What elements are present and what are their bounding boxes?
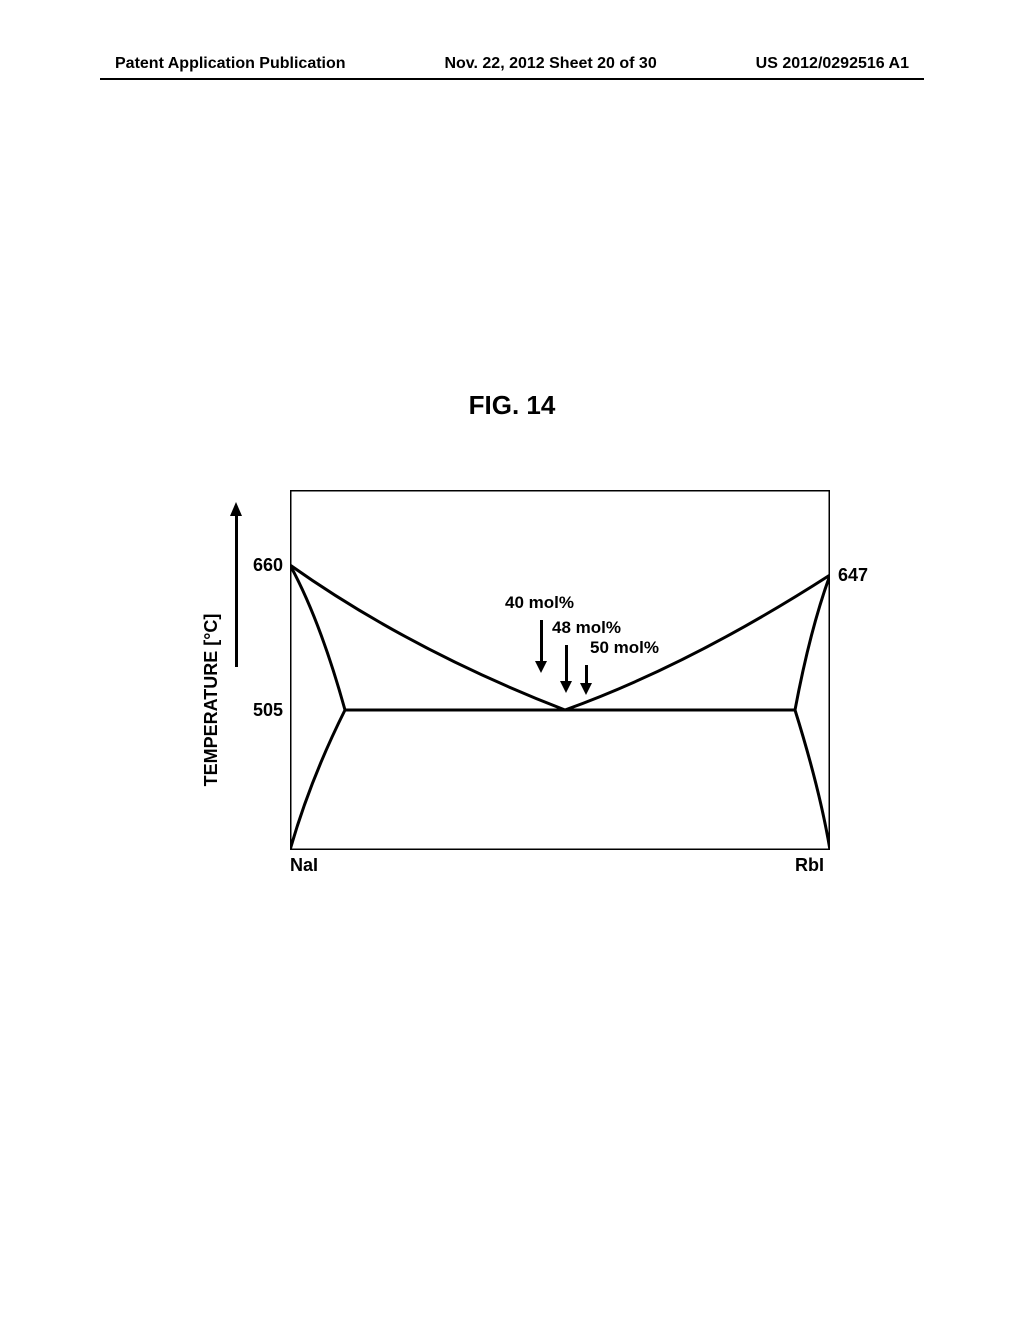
right-tick-647: 647 bbox=[838, 565, 868, 586]
arrow-40mol-icon bbox=[540, 620, 543, 665]
right-solidus-lower bbox=[795, 710, 830, 850]
header-right: US 2012/0292516 A1 bbox=[756, 55, 909, 73]
left-solidus-upper bbox=[290, 565, 345, 710]
y-tick-505: 505 bbox=[253, 700, 283, 721]
chart-border bbox=[290, 490, 830, 850]
phase-diagram-svg bbox=[290, 490, 830, 850]
left-liquidus-curve bbox=[290, 565, 565, 710]
y-axis-label: TEMPERATURE [°C] bbox=[201, 614, 222, 787]
arrow-48mol-icon bbox=[565, 645, 568, 685]
x-label-right: RbI bbox=[795, 855, 824, 876]
header-rule bbox=[100, 78, 924, 80]
annotation-40mol: 40 mol% bbox=[505, 593, 574, 613]
header-center: Nov. 22, 2012 Sheet 20 of 30 bbox=[444, 55, 656, 73]
annotation-48mol: 48 mol% bbox=[552, 618, 621, 638]
left-solidus-lower bbox=[290, 710, 345, 850]
y-tick-660: 660 bbox=[253, 555, 283, 576]
arrow-50mol-icon bbox=[585, 665, 588, 687]
phase-diagram-chart: TEMPERATURE [°C] 660 505 647 NaI RbI 40 … bbox=[140, 490, 860, 910]
annotation-50mol: 50 mol% bbox=[590, 638, 659, 658]
page-header: Patent Application Publication Nov. 22, … bbox=[0, 55, 1024, 73]
y-axis-arrow-icon bbox=[235, 512, 238, 667]
figure-title: FIG. 14 bbox=[0, 390, 1024, 421]
x-label-left: NaI bbox=[290, 855, 318, 876]
header-left: Patent Application Publication bbox=[115, 55, 346, 73]
